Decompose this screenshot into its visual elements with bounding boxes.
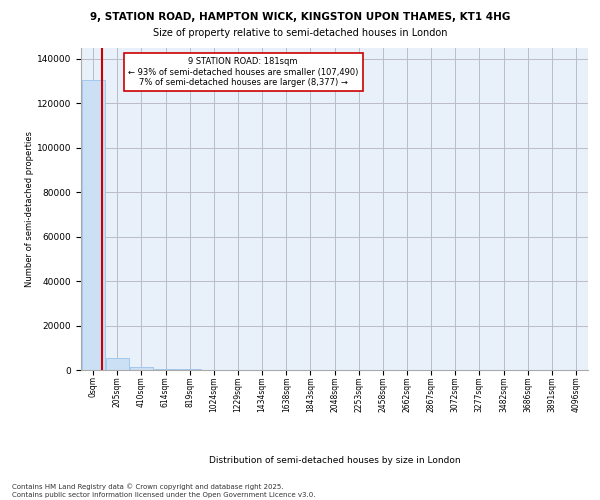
Bar	[130, 366, 153, 370]
Bar	[106, 358, 128, 370]
Text: Size of property relative to semi-detached houses in London: Size of property relative to semi-detach…	[153, 28, 447, 38]
X-axis label: Distribution of semi-detached houses by size in London: Distribution of semi-detached houses by …	[209, 456, 460, 466]
Bar	[178, 369, 201, 370]
Y-axis label: Number of semi-detached properties: Number of semi-detached properties	[25, 130, 34, 287]
Bar	[82, 80, 104, 370]
Text: 9, STATION ROAD, HAMPTON WICK, KINGSTON UPON THAMES, KT1 4HG: 9, STATION ROAD, HAMPTON WICK, KINGSTON …	[90, 12, 510, 22]
Text: 9 STATION ROAD: 181sqm
← 93% of semi-detached houses are smaller (107,490)
7% of: 9 STATION ROAD: 181sqm ← 93% of semi-det…	[128, 57, 358, 87]
Text: Contains HM Land Registry data © Crown copyright and database right 2025.
Contai: Contains HM Land Registry data © Crown c…	[12, 484, 316, 498]
Bar	[154, 368, 177, 370]
